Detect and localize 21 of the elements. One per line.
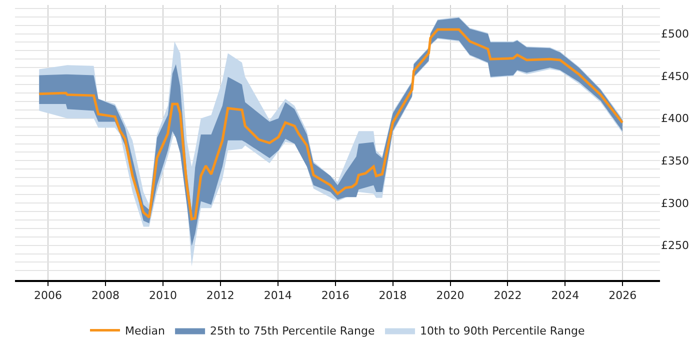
y-tick-label: £300 — [661, 196, 689, 210]
legend-label: 10th to 90th Percentile Range — [420, 324, 585, 338]
y-tick-label: £350 — [661, 154, 689, 168]
x-tick-label: 2010 — [148, 288, 177, 302]
y-tick-label: £500 — [661, 28, 689, 41]
x-tick-label: 2020 — [436, 288, 464, 302]
y-tick-label: £250 — [661, 239, 689, 252]
x-tick-label: 2018 — [378, 288, 407, 302]
x-tick-label: 2014 — [264, 288, 292, 302]
legend-label: 25th to 75th Percentile Range — [210, 324, 375, 338]
line-series — [38, 28, 624, 220]
x-tick-label: 2012 — [206, 288, 234, 302]
y-tick-label: £450 — [661, 70, 689, 83]
x-tick-label: 2022 — [494, 288, 522, 302]
x-tick-label: 2008 — [92, 288, 120, 302]
x-tick-label: 2024 — [551, 288, 580, 302]
y-tick-label: £400 — [661, 112, 689, 126]
legend-label: Median — [125, 324, 166, 338]
x-tick-label: 2026 — [608, 288, 637, 302]
x-tick-label: 2016 — [321, 288, 350, 302]
x-tick-label: 2006 — [34, 288, 62, 302]
